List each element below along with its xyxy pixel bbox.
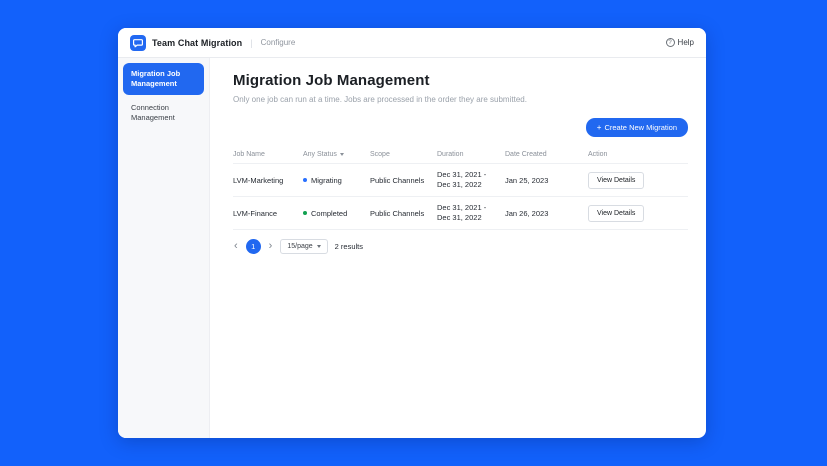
- create-new-migration-button[interactable]: + Create New Migration: [585, 118, 688, 137]
- status-label: Migrating: [311, 175, 342, 185]
- sidebar-item-connection-management[interactable]: Connection Management: [131, 103, 175, 123]
- previous-page-button[interactable]: ‹: [234, 240, 238, 252]
- page-subtitle: Only one job can run at a time. Jobs are…: [233, 95, 527, 104]
- column-header-status-filter[interactable]: Any Status: [303, 151, 370, 158]
- page-title: Migration Job Management: [233, 72, 430, 89]
- help-icon: ?: [665, 38, 675, 47]
- migration-jobs-table: Job Name Any Status Scope Duration Date …: [233, 146, 688, 230]
- cell-status: Completed: [303, 209, 370, 218]
- app-body: Migration Job Management Connection Mana…: [118, 58, 706, 438]
- app-title: Team Chat Migration: [152, 37, 243, 48]
- actions-row: + Create New Migration: [233, 118, 688, 137]
- column-header-duration: Duration: [437, 151, 464, 158]
- page-1-button[interactable]: 1: [245, 239, 261, 254]
- cell-date-created: Jan 25, 2023: [505, 175, 549, 185]
- status-label: Completed: [311, 208, 348, 218]
- cell-duration: Dec 31, 2021 - Dec 31, 2022: [437, 202, 487, 223]
- header-divider: |: [250, 37, 253, 48]
- brand: Team Chat Migration | Configure: [130, 34, 296, 51]
- plus-icon: +: [596, 122, 602, 132]
- table-row: LVM-Marketing Migrating Public Channels …: [233, 164, 688, 197]
- pagination: ‹ 1 › 15/page 2 results: [233, 239, 688, 254]
- cell-action: View Details: [588, 171, 688, 189]
- status-dot-icon: [303, 211, 307, 215]
- status-dot-icon: [303, 178, 307, 182]
- next-page-button[interactable]: ›: [268, 240, 273, 252]
- app-logo-icon: [130, 34, 146, 51]
- cell-job-name: LVM-Finance: [233, 208, 278, 218]
- cell-job-name: LVM-Marketing: [233, 175, 284, 185]
- caret-down-icon: [316, 245, 321, 248]
- column-header-date-created: Date Created: [505, 151, 547, 158]
- app-header: Team Chat Migration | Configure ? Help: [118, 28, 706, 58]
- view-details-button[interactable]: View Details: [588, 171, 645, 189]
- sidebar: Migration Job Management Connection Mana…: [118, 58, 210, 438]
- main-content: Migration Job Management Only one job ca…: [210, 58, 706, 438]
- help-button[interactable]: ? Help: [665, 38, 694, 47]
- column-header-scope: Scope: [370, 151, 390, 158]
- create-new-migration-label: Create New Migration: [604, 123, 677, 132]
- cell-duration: Dec 31, 2021 - Dec 31, 2022: [437, 169, 487, 190]
- page-size-value: 15/page: [287, 243, 313, 250]
- cell-date-created: Jan 26, 2023: [505, 208, 549, 218]
- cell-scope: Public Channels: [370, 175, 425, 185]
- cell-status: Migrating: [303, 176, 370, 185]
- sidebar-item-migration-job-management[interactable]: Migration Job Management: [123, 63, 204, 96]
- help-label: Help: [677, 38, 694, 47]
- caret-down-icon: [339, 153, 344, 156]
- view-details-button[interactable]: View Details: [588, 204, 645, 222]
- results-count: 2 results: [334, 242, 364, 251]
- cell-action: View Details: [588, 204, 688, 222]
- cell-scope: Public Channels: [370, 208, 425, 218]
- table-row: LVM-Finance Completed Public Channels De…: [233, 197, 688, 230]
- column-header-job-name: Job Name: [233, 151, 265, 158]
- app-window: Team Chat Migration | Configure ? Help M…: [118, 28, 706, 438]
- column-header-action: Action: [588, 151, 608, 158]
- breadcrumb-configure[interactable]: Configure: [260, 38, 296, 47]
- page-size-select[interactable]: 15/page: [280, 239, 328, 254]
- table-header-row: Job Name Any Status Scope Duration Date …: [233, 146, 688, 164]
